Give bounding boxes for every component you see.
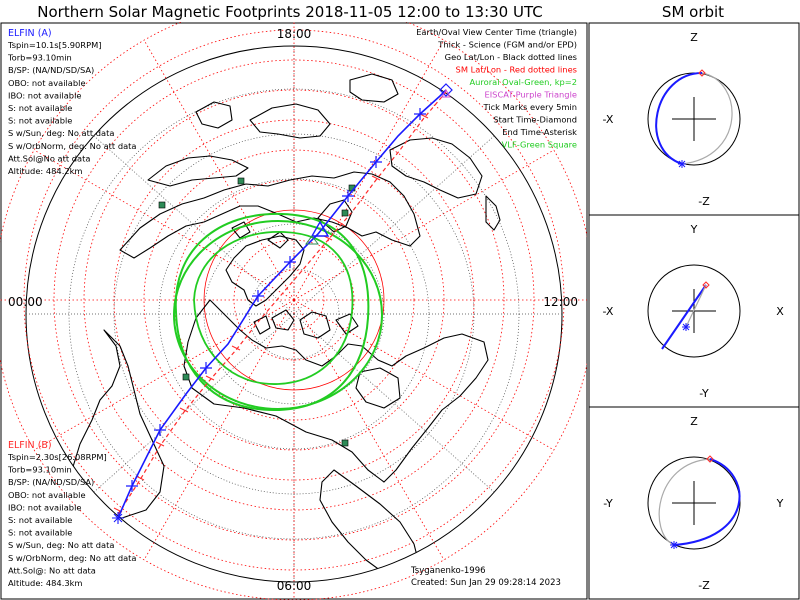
sm-longitude-grid (0, 22, 587, 600)
orbit-axis-label-bottom: -Y (699, 387, 709, 400)
orbit-panel: Z -Z -Y Y (603, 415, 783, 592)
elfin-a-info-line: Altitude: 484.2km (8, 166, 83, 176)
earth-circle (647, 456, 741, 550)
elfin-b-info-line: Altitude: 484.3km (8, 578, 83, 588)
legend-entry: SM Lat/Lon - Red dotted lines (456, 65, 577, 75)
orbit-axis-label-left: -Y (603, 497, 613, 510)
orbit-panel: Y -Y -X X (603, 223, 785, 400)
end-asterisk (682, 323, 690, 331)
orbit-axis-label-bottom: -Z (698, 579, 710, 592)
vlf-square (237, 177, 245, 185)
elfin-b-info-line: S: not available (8, 515, 72, 525)
start-diamond (706, 455, 714, 463)
elfin-b-info: ELFIN (B) Tspin=2.30s[26.08RPM] Torb=93.1… (7, 440, 137, 588)
orbit-axis-label-bottom: -Z (698, 195, 710, 208)
track-elfin-a (112, 83, 453, 524)
orbit-path (685, 284, 707, 328)
orbit-path (681, 72, 733, 165)
vlf-square (182, 373, 190, 381)
figure-title: Northern Solar Magnetic Footprints 2018-… (37, 3, 542, 21)
elfin-a-info-line: Att.Sol@No att data (8, 153, 90, 163)
orbit-axis-label-left: -X (603, 113, 614, 126)
elfin-a-info-line: S w/Sun, deg: No att data (8, 128, 114, 138)
elfin-b-info-line: IBO: not available (8, 502, 82, 512)
end-asterisk (670, 541, 678, 549)
legend: Earth/Oval View Center Time (triangle) Th… (416, 27, 577, 150)
orbit-panel: Z -Z -X (603, 31, 741, 208)
elfin-b-info-line: Att.Sol@: No att data (8, 565, 96, 575)
orbit-axis-label-top: Z (690, 31, 698, 44)
orbit-axis-label-right: Y (776, 497, 784, 510)
model-label: Tsyganenko-1996 (410, 566, 486, 576)
orbit-axis-label-left: -X (603, 305, 614, 318)
polar-map (0, 22, 587, 600)
elfin-a-info: ELFIN (A) Tspin=10.1s[5.90RPM] Torb=93.10… (7, 28, 137, 176)
elfin-b-name: ELFIN (B) (8, 440, 52, 451)
legend-entry: Thick - Science (FGM and/or EPD) (437, 40, 577, 50)
start-diamond (702, 281, 710, 289)
view-center-triangle (310, 220, 330, 237)
clock-label-top: 18:00 (277, 27, 312, 41)
end-asterisk (112, 512, 124, 524)
elfin-b-info-line: Tspin=2.30s[26.08RPM] (7, 452, 107, 462)
elfin-a-info-line: B/SP: (NA/ND/SD/SA) (8, 65, 94, 75)
elfin-a-name: ELFIN (A) (8, 28, 52, 39)
elfin-a-info-line: S w/OrbNorm, deg: No att data (8, 141, 137, 151)
track-elfin-b (113, 91, 447, 515)
legend-entry: EISCAT-Purple Triangle (484, 90, 577, 100)
elfin-b-info-line: OBO: not available (8, 490, 86, 500)
orbit-path-science (655, 72, 703, 165)
vlf-stations (158, 177, 356, 447)
legend-entry: VLF-Green Square (502, 140, 577, 150)
elfin-b-info-line: B/SP: (NA/ND/SD/SA) (8, 477, 94, 487)
orbit-axis-label-top: Y (690, 223, 698, 236)
elfin-a-info-line: Tspin=10.1s[5.90RPM] (7, 40, 101, 50)
elfin-b-info-line: Torb=93.10min (7, 465, 72, 475)
orbit-axis-label-right: X (776, 305, 784, 318)
orbit-frame-yz (588, 406, 800, 600)
vlf-square (341, 439, 349, 447)
orbit-title: SM orbit (662, 3, 724, 21)
clock-label-left: 00:00 (8, 295, 43, 309)
end-asterisk (678, 160, 686, 168)
elfin-a-info-line: S: not available (8, 116, 72, 126)
legend-entry: Start Time-Diamond (493, 115, 577, 125)
elfin-a-info-line: S: not available (8, 103, 72, 113)
clock-label-right: 12:00 (543, 295, 578, 309)
orbit-path (658, 458, 711, 546)
vlf-square (158, 201, 166, 209)
elfin-a-info-line: OBO: not available (8, 78, 86, 88)
vlf-square (341, 209, 349, 217)
earth-circle (647, 264, 741, 358)
start-diamond (439, 83, 453, 97)
legend-entry: End Time-Asterisk (502, 127, 577, 137)
orbit-path-science (661, 284, 707, 350)
created-label: Created: Sun Jan 29 09:28:14 2023 (411, 578, 561, 588)
eiscat-triangle (441, 88, 451, 98)
geo-longitude-grid (26, 46, 562, 582)
elfin-b-info-line: S: not available (8, 528, 72, 538)
auroral-oval (173, 212, 383, 412)
elfin-a-info-line: IBO: not available (8, 90, 82, 100)
elfin-b-info-line: S w/Sun, deg: No att data (8, 540, 114, 550)
clock-label-bottom: 06:00 (277, 579, 312, 593)
legend-entry: Earth/Oval View Center Time (triangle) (416, 27, 577, 37)
orbit-path-science (673, 458, 741, 546)
legend-entry: Geo Lat/Lon - Black dotted lines (445, 52, 577, 62)
orbit-panels: Z -Z -X Y -Y -X X Z -Z -Y Y (603, 31, 785, 592)
elfin-a-info-line: Torb=93.10min (7, 53, 72, 63)
orbit-axis-label-top: Z (690, 415, 698, 428)
elfin-b-info-line: S w/OrbNorm, deg: No att data (8, 553, 137, 563)
legend-entry: Auroral Oval-Green, kp=2 (469, 77, 577, 87)
legend-entry: Tick Marks every 5min (482, 102, 577, 112)
start-diamond (698, 69, 706, 77)
